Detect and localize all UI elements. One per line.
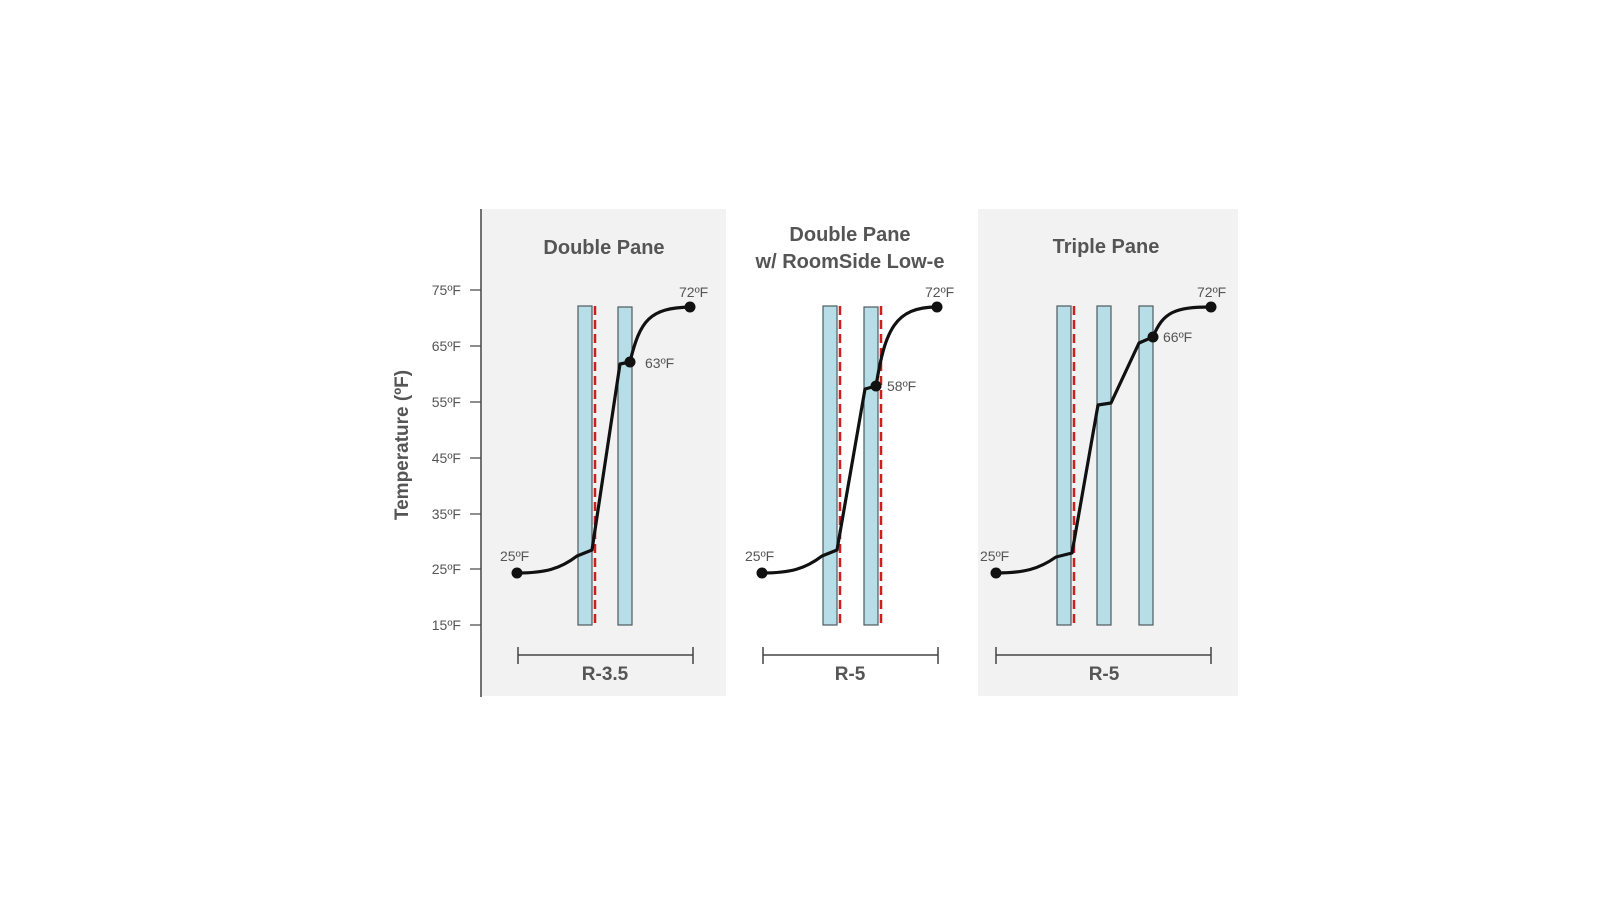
y-tick-label: 55ºF: [432, 394, 461, 410]
panel-double-pane-roomside-lowe: Double Pane w/ RoomSide Low-e 25ºF 58ºF …: [745, 224, 954, 685]
r-value-bracket: [995, 647, 1212, 664]
y-axis: 75ºF 65ºF 55ºF 45ºF 35ºF 25ºF 15ºF Tempe…: [392, 209, 482, 697]
r-value-label: R-3.5: [582, 664, 629, 685]
temperature-curve: [516, 305, 691, 575]
glass-pane: [577, 305, 593, 626]
panel-title: Double Pane: [789, 224, 910, 246]
point-label: 72ºF: [925, 284, 954, 300]
y-tick-label: 65ºF: [432, 338, 461, 354]
temperature-point: [1147, 331, 1159, 343]
point-label: 25ºF: [980, 548, 1009, 564]
y-tick-75: 75ºF: [432, 282, 481, 298]
r-value-label: R-5: [835, 664, 866, 685]
temperature-point: [511, 567, 523, 579]
panel-title: Triple Pane: [1053, 236, 1160, 258]
point-label: 25ºF: [500, 548, 529, 564]
temperature-point: [1205, 301, 1217, 313]
y-tick-label: 15ºF: [432, 617, 461, 633]
r-value-bracket: [517, 647, 694, 664]
glass-pane: [1056, 305, 1072, 626]
y-tick-label: 75ºF: [432, 282, 461, 298]
glass-pane: [863, 306, 879, 626]
y-tick-15: 15ºF: [432, 617, 481, 633]
y-tick-55: 55ºF: [432, 394, 481, 410]
y-axis-label: Temperature (ºF): [392, 370, 413, 520]
temperature-curve: [761, 305, 938, 575]
temperature-point: [990, 567, 1002, 579]
point-label: 72ºF: [1197, 284, 1226, 300]
glass-pane: [617, 306, 633, 626]
y-tick-65: 65ºF: [432, 338, 481, 354]
point-label: 72ºF: [679, 284, 708, 300]
temperature-point: [931, 301, 943, 313]
y-tick-45: 45ºF: [432, 450, 481, 466]
r-value-label: R-5: [1089, 664, 1120, 685]
point-label: 25ºF: [745, 548, 774, 564]
temperature-curve: [995, 305, 1212, 575]
y-tick-35: 35ºF: [432, 506, 481, 522]
panel-triple-pane: Triple Pane 25ºF 66ºF 72ºF R-5: [980, 236, 1226, 685]
point-label: 66ºF: [1163, 329, 1192, 345]
point-label: 58ºF: [887, 378, 916, 394]
r-value-bracket: [762, 647, 939, 664]
glass-pane: [1096, 305, 1112, 626]
y-tick-label: 45ºF: [432, 450, 461, 466]
temperature-point: [684, 301, 696, 313]
y-tick-label: 25ºF: [432, 561, 461, 577]
y-tick-25: 25ºF: [432, 561, 481, 577]
temperature-point: [756, 567, 768, 579]
glass-pane: [1138, 305, 1154, 626]
temperature-point: [870, 380, 882, 392]
panel-title: Double Pane: [543, 237, 664, 259]
panel-1-background: [482, 209, 726, 696]
point-label: 63ºF: [645, 355, 674, 371]
panel-double-pane: Double Pane 25ºF 63ºF 72ºF R-3.5: [500, 237, 708, 685]
panel-title-line-2: w/ RoomSide Low-e: [755, 251, 945, 273]
y-tick-label: 35ºF: [432, 506, 461, 522]
temperature-point: [624, 356, 636, 368]
glass-pane: [822, 305, 838, 626]
